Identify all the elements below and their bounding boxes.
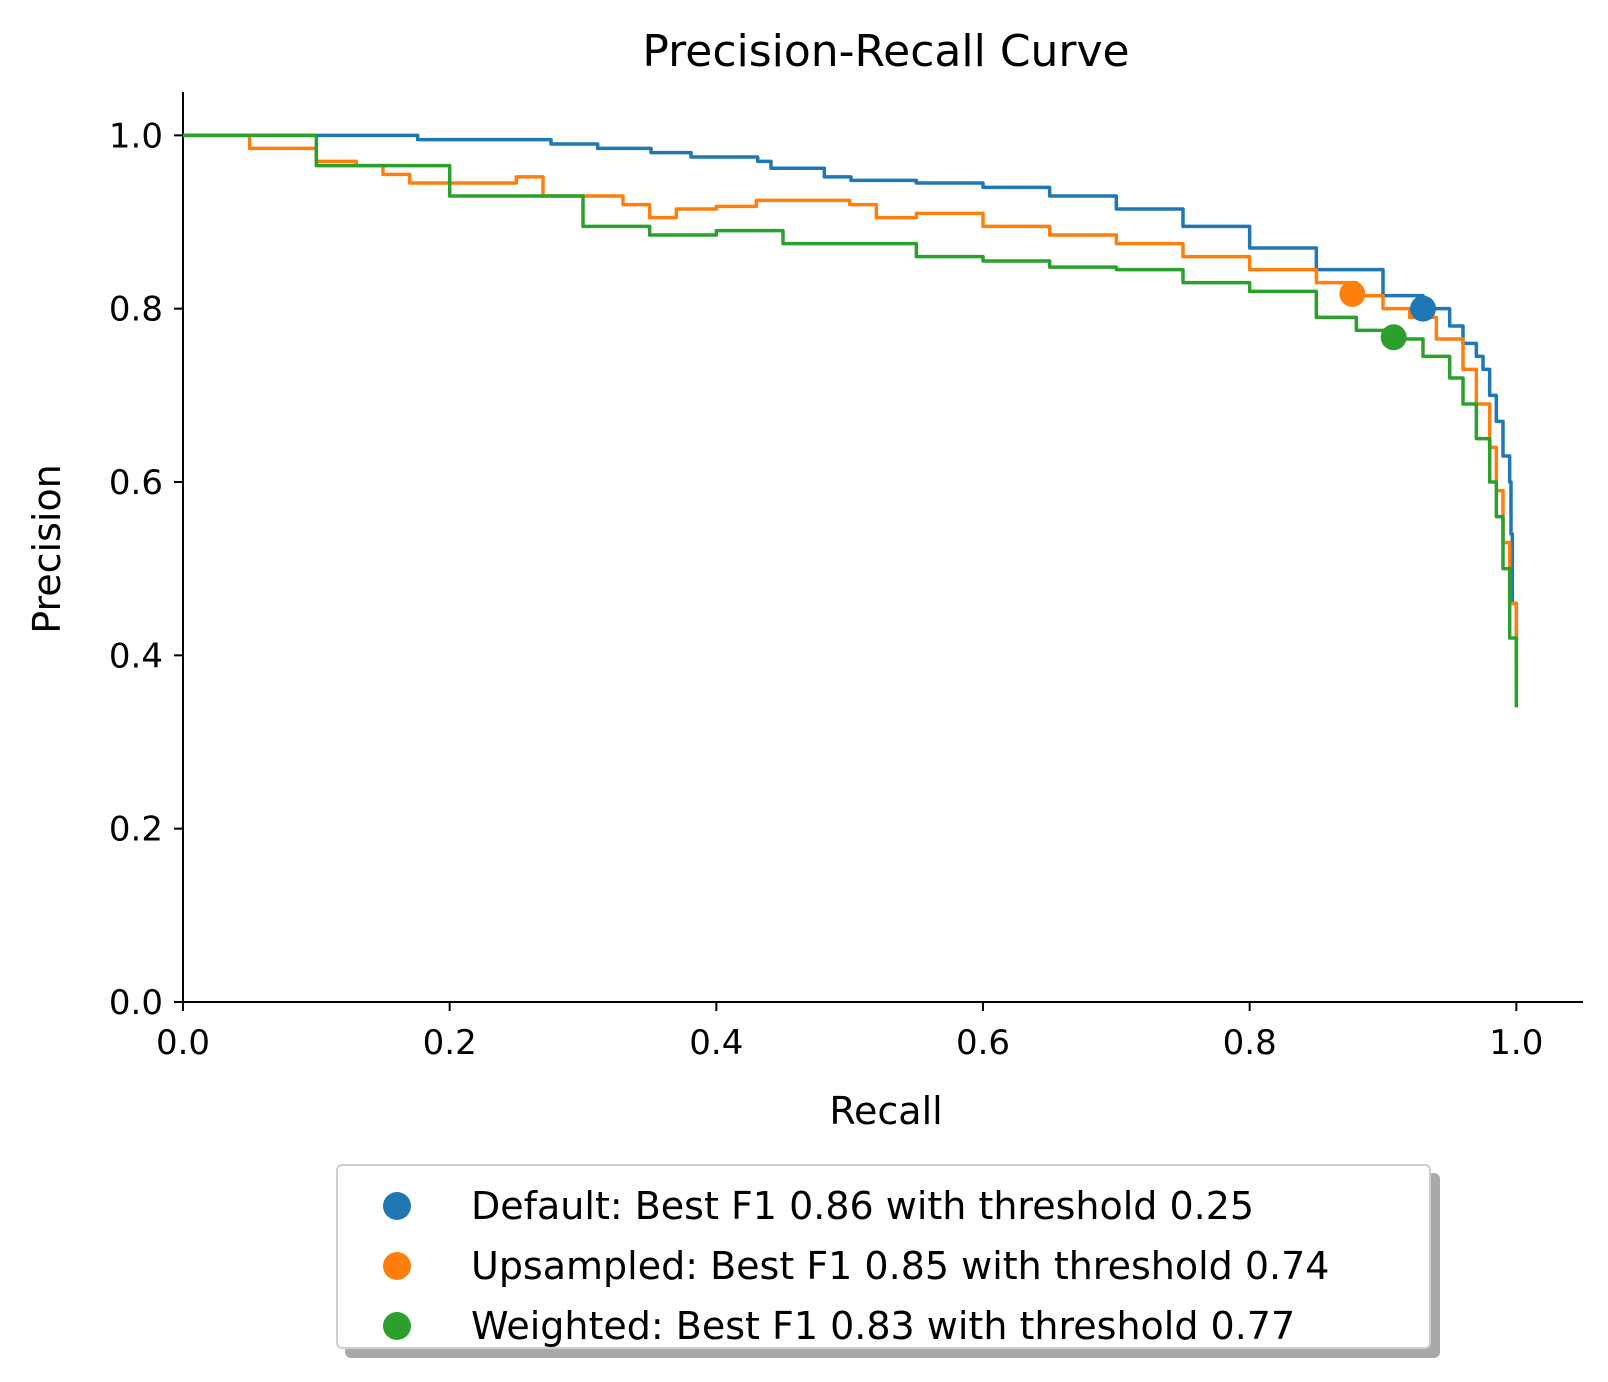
series-line-upsampled [183, 133, 1519, 690]
best-point-upsampled [1339, 280, 1366, 307]
axes: 0.0 0.2 0.4 0.6 0.8 1.0 0.0 0.2 0.4 0.6 0.8 1.0 [109, 92, 1583, 1063]
x-tick-label: 0.8 [1223, 1023, 1277, 1063]
y-tick-label: 0.2 [109, 810, 163, 850]
x-tick-label: 0.6 [956, 1023, 1010, 1063]
x-tick-label: 0.4 [689, 1023, 743, 1063]
legend-marker-default [383, 1192, 411, 1220]
x-tick-label: 1.0 [1489, 1023, 1543, 1063]
legend-marker-weighted [383, 1312, 411, 1340]
y-tick-label: 0.4 [109, 636, 163, 676]
best-point-weighted [1380, 324, 1407, 351]
series-line-weighted [183, 133, 1519, 708]
series-lines [183, 133, 1519, 708]
legend-label-default: Default: Best F1 0.86 with threshold 0.2… [471, 1184, 1255, 1228]
y-axis-label: Precision [25, 464, 69, 634]
y-tick-label: 0.6 [109, 463, 163, 503]
x-axis-label: Recall [829, 1089, 942, 1133]
y-tick-label: 0.0 [109, 983, 163, 1023]
x-tick-label: 0.2 [423, 1023, 477, 1063]
best-points [1339, 280, 1436, 351]
legend-marker-upsampled [383, 1252, 411, 1280]
best-point-default [1410, 295, 1436, 322]
x-tick-label: 0.0 [156, 1023, 210, 1063]
chart-title: Precision-Recall Curve [642, 26, 1129, 77]
y-tick-label: 0.8 [109, 290, 163, 330]
legend: Default: Best F1 0.86 with threshold 0.2… [336, 1164, 1431, 1349]
legend-label-upsampled: Upsampled: Best F1 0.85 with threshold 0… [471, 1244, 1330, 1288]
legend-label-weighted: Weighted: Best F1 0.83 with threshold 0.… [471, 1304, 1296, 1348]
series-line-default [183, 133, 1519, 664]
y-tick-label: 1.0 [109, 116, 163, 156]
